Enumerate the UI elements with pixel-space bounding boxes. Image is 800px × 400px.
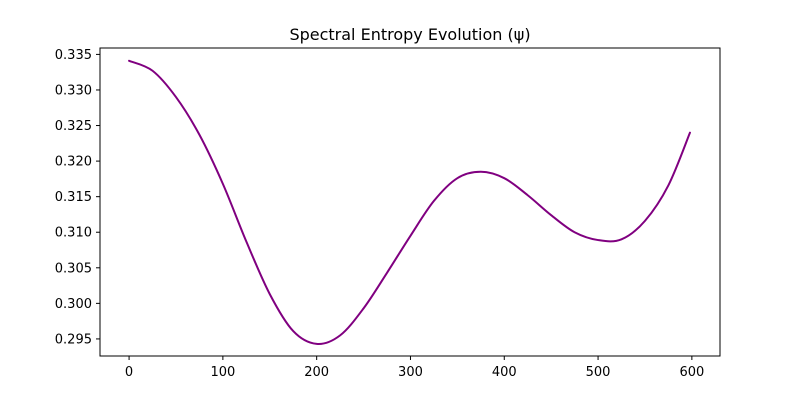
plot-area: [128, 59, 691, 345]
series-line: [128, 59, 691, 345]
x-tick-label: 300: [398, 365, 423, 380]
y-tick-label: 0.300: [55, 297, 92, 312]
y-tick-label: 0.335: [55, 48, 92, 63]
y-tick-label: 0.295: [55, 332, 92, 347]
y-tick-label: 0.315: [55, 190, 92, 205]
x-tick-label: 400: [492, 365, 517, 380]
x-tick-label: 600: [679, 365, 704, 380]
y-tick-label: 0.305: [55, 261, 92, 276]
chart-title: Spectral Entropy Evolution (ψ): [289, 25, 530, 44]
x-tick-label: 500: [586, 365, 611, 380]
y-tick-label: 0.320: [55, 155, 92, 170]
x-tick-label: 100: [210, 365, 235, 380]
y-tick-label: 0.330: [55, 83, 92, 98]
x-axis: 0 100 200 300 400 500 600: [125, 356, 704, 380]
x-tick-label: 200: [304, 365, 329, 380]
y-axis: 0.295 0.300 0.305 0.310 0.315 0.320 0.325 0.330…: [55, 48, 100, 347]
y-tick-label: 0.310: [55, 226, 92, 241]
x-tick-label: 0: [125, 365, 133, 380]
y-tick-label: 0.325: [55, 119, 92, 134]
plot-frame: [99, 47, 721, 357]
